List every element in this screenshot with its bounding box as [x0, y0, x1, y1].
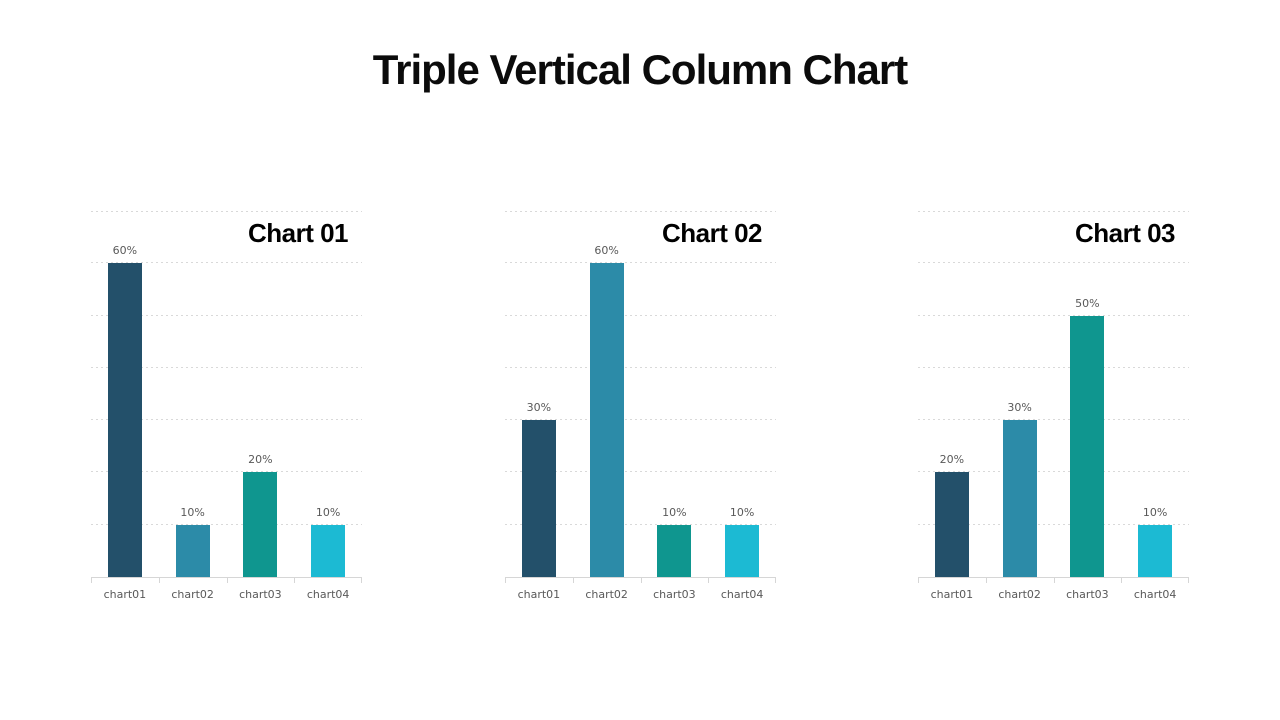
x-axis-tick — [361, 578, 362, 583]
bar-value-label-chart02: 30% — [1007, 401, 1032, 415]
bar-value-label-chart02: 10% — [180, 505, 205, 519]
gridline-40pct — [505, 366, 776, 368]
x-tick-label-chart01: chart01 — [103, 588, 147, 601]
bar-value-label-chart01: 20% — [939, 453, 965, 467]
gridline-20pct — [91, 471, 362, 473]
x-axis-tick — [918, 578, 919, 583]
gridline-40pct — [91, 366, 362, 368]
bar-chart02 — [175, 524, 210, 577]
x-axis-tick — [1188, 578, 1189, 583]
bar-chart03 — [657, 524, 692, 577]
x-tick-label-chart02: chart02 — [998, 588, 1041, 601]
gridline-70pct — [918, 211, 1189, 212]
bar-chart02 — [589, 263, 624, 577]
x-axis-tick — [158, 578, 160, 583]
gridline-60pct — [505, 262, 776, 264]
gridline-60pct — [918, 262, 1189, 264]
gridline-30pct — [91, 419, 362, 421]
chart-03-x-axis-labels: chart01 chart02 chart03 chart04 — [918, 588, 1189, 604]
gridline-50pct — [505, 314, 776, 316]
chart-01-title: Chart 01 — [247, 218, 349, 248]
page-title: Triple Vertical Column Chart — [372, 46, 908, 93]
chart-panel-03: Chart 03 20% 30% 50% 10% chart01 chart02 char… — [918, 211, 1189, 611]
gridline-60pct — [91, 262, 362, 264]
gridline-30pct — [918, 419, 1189, 421]
bar-value-label-chart03: 10% — [662, 505, 687, 519]
bar-value-label-chart03: 20% — [248, 453, 273, 467]
gridline-20pct — [918, 471, 1189, 473]
bar-chart04 — [311, 524, 346, 577]
x-axis-tick — [226, 578, 228, 583]
gridline-20pct — [505, 471, 776, 473]
bar-chart01 — [934, 472, 969, 577]
x-axis-tick — [1121, 578, 1123, 583]
bar-value-label-chart01: 30% — [526, 401, 552, 415]
bar-value-label-chart04: 10% — [1142, 505, 1168, 519]
chart-02-title: Chart 02 — [661, 218, 763, 248]
bar-value-label-chart04: 10% — [729, 505, 755, 519]
x-axis-tick — [1053, 578, 1055, 583]
x-tick-label-chart02: chart02 — [585, 588, 628, 601]
gridline-10pct — [91, 523, 362, 525]
x-axis-tick — [294, 578, 296, 583]
chart-02-x-axis-labels: chart01 chart02 chart03 chart04 — [505, 588, 776, 604]
bar-chart03 — [1070, 315, 1105, 577]
bar-chart04 — [1138, 524, 1173, 577]
x-axis-tick — [91, 578, 92, 583]
x-axis-tick — [640, 578, 642, 583]
gridline-40pct — [918, 366, 1189, 368]
x-axis-tick — [708, 578, 710, 583]
bar-value-label-chart01: 60% — [112, 244, 138, 258]
bar-value-label-chart03: 50% — [1075, 296, 1100, 310]
x-tick-label-chart01: chart01 — [930, 588, 974, 601]
x-axis-tick — [572, 578, 574, 583]
gridline-30pct — [505, 419, 776, 421]
chart-03-plot-area: Chart 03 20% 30% 50% 10% — [918, 211, 1189, 583]
bar-chart04 — [725, 524, 760, 577]
x-axis-tick — [505, 578, 506, 583]
gridline-70pct — [91, 211, 362, 212]
bar-chart01 — [107, 263, 142, 577]
chart-03-title: Chart 03 — [1074, 218, 1176, 248]
chart-panel-02: Chart 02 30% 60% 10% 10% chart01 chart02 char… — [505, 211, 776, 611]
x-tick-label-chart03: chart03 — [653, 588, 696, 601]
chart-01-x-axis-labels: chart01 chart02 chart03 chart04 — [91, 588, 362, 604]
x-tick-label-chart01: chart01 — [517, 588, 561, 601]
x-tick-label-chart02: chart02 — [171, 588, 214, 601]
chart-panel-01: Chart 01 60% 10% 20% 10% chart01 chart02 char… — [91, 211, 362, 611]
gridline-50pct — [91, 314, 362, 316]
x-tick-label-chart04: chart04 — [306, 588, 350, 601]
bar-value-label-chart04: 10% — [315, 505, 341, 519]
x-tick-label-chart04: chart04 — [1133, 588, 1177, 601]
x-tick-label-chart04: chart04 — [720, 588, 764, 601]
x-tick-label-chart03: chart03 — [1066, 588, 1109, 601]
bar-chart02 — [1002, 420, 1037, 577]
x-tick-label-chart03: chart03 — [239, 588, 282, 601]
gridline-50pct — [918, 314, 1189, 316]
gridline-70pct — [505, 211, 776, 212]
chart-01-plot-area: Chart 01 60% 10% 20% 10% — [91, 211, 362, 583]
chart-02-plot-area: Chart 02 30% 60% 10% 10% — [505, 211, 776, 583]
x-axis-tick — [775, 578, 776, 583]
bar-value-label-chart02: 60% — [594, 244, 619, 258]
gridline-10pct — [918, 523, 1189, 525]
x-axis-tick — [985, 578, 987, 583]
gridline-10pct — [505, 523, 776, 525]
bar-chart01 — [521, 420, 556, 577]
bar-chart03 — [243, 472, 278, 577]
